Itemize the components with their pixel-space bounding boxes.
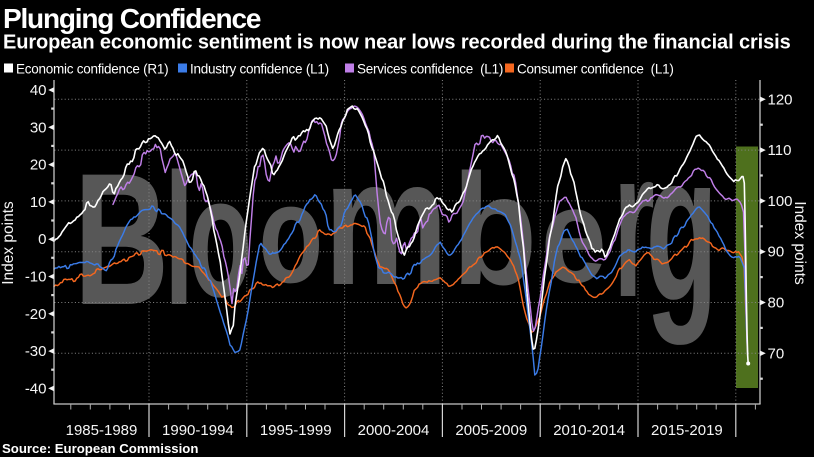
svg-text:100: 100 xyxy=(768,193,793,210)
svg-text:2005-2009: 2005-2009 xyxy=(455,422,527,439)
svg-text:b: b xyxy=(452,141,537,318)
svg-text:90: 90 xyxy=(768,244,785,261)
svg-text:2015-2019: 2015-2019 xyxy=(651,422,723,439)
svg-text:-30: -30 xyxy=(25,343,47,360)
svg-text:10: 10 xyxy=(30,194,47,211)
svg-text:o: o xyxy=(189,141,253,333)
svg-text:Index points: Index points xyxy=(791,201,808,285)
svg-text:2010-2014: 2010-2014 xyxy=(553,422,625,439)
svg-text:-10: -10 xyxy=(25,269,47,286)
svg-text:Industry confidence (L1): Industry confidence (L1) xyxy=(190,62,329,77)
svg-text:1995-1999: 1995-1999 xyxy=(260,422,332,439)
svg-text:Consumer confidence (L1): Consumer confidence (L1) xyxy=(517,62,674,77)
svg-text:l: l xyxy=(164,136,194,345)
svg-text:70: 70 xyxy=(768,345,785,362)
svg-text:-40: -40 xyxy=(25,380,47,397)
svg-text:0: 0 xyxy=(38,231,46,248)
svg-text:Economic confidence (R1): Economic confidence (R1) xyxy=(16,62,168,77)
svg-text:-20: -20 xyxy=(25,306,47,323)
svg-text:Index points: Index points xyxy=(0,201,17,285)
svg-text:B: B xyxy=(74,135,169,345)
svg-text:1985-1989: 1985-1989 xyxy=(66,422,138,439)
svg-text:20: 20 xyxy=(30,157,47,174)
svg-text:40: 40 xyxy=(30,82,47,99)
svg-text:110: 110 xyxy=(768,142,792,159)
svg-text:European economic sentiment is: European economic sentiment is now near … xyxy=(3,32,791,54)
svg-text:Services confidence (L1): Services confidence (L1) xyxy=(357,62,503,77)
svg-text:30: 30 xyxy=(30,119,47,136)
svg-text:Plunging Confidence: Plunging Confidence xyxy=(3,3,261,34)
svg-text:120: 120 xyxy=(768,91,793,108)
svg-text:2000-2004: 2000-2004 xyxy=(358,422,430,439)
svg-text:80: 80 xyxy=(768,295,785,312)
svg-text:Source: European Commission: Source: European Commission xyxy=(2,441,198,456)
svg-text:1990-1994: 1990-1994 xyxy=(162,422,234,439)
